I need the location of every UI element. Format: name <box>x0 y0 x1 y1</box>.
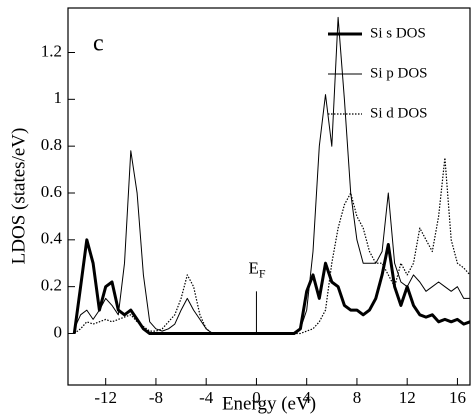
fermi-label-sub: F <box>259 266 266 280</box>
y-tick-label: 0.6 <box>41 182 62 201</box>
legend-label: Si d DOS <box>370 105 428 121</box>
x-axis-label: Energy (eV) <box>222 393 316 414</box>
x-tick-label: 12 <box>399 388 416 407</box>
y-tick-label: 0.8 <box>41 135 62 154</box>
series-line <box>73 157 471 335</box>
x-tick-label: -12 <box>94 388 117 407</box>
y-tick-label: 0.2 <box>41 276 62 295</box>
y-tick-label: 1 <box>54 88 63 107</box>
plot-frame <box>67 7 471 386</box>
fermi-label-main: E <box>248 258 258 277</box>
x-tick-label: 0 <box>252 388 261 407</box>
legend-label: Si p DOS <box>370 65 428 81</box>
y-tick-label: 1.2 <box>41 41 62 60</box>
legend-label: Si s DOS <box>370 25 426 41</box>
y-axis-label: LDOS (states/eV) <box>8 128 29 265</box>
x-tick-label: 8 <box>353 388 362 407</box>
series-line <box>72 238 471 335</box>
fermi-label: EF <box>248 258 265 280</box>
y-tick-label: 0 <box>54 322 63 341</box>
x-tick-label: -4 <box>199 388 214 407</box>
series-line <box>73 16 470 334</box>
x-tick-label: -8 <box>149 388 163 407</box>
panel-label: c <box>93 31 104 57</box>
y-tick-label: 0.4 <box>41 229 63 248</box>
x-tick-label: 4 <box>302 388 311 407</box>
x-tick-label: 16 <box>449 388 466 407</box>
